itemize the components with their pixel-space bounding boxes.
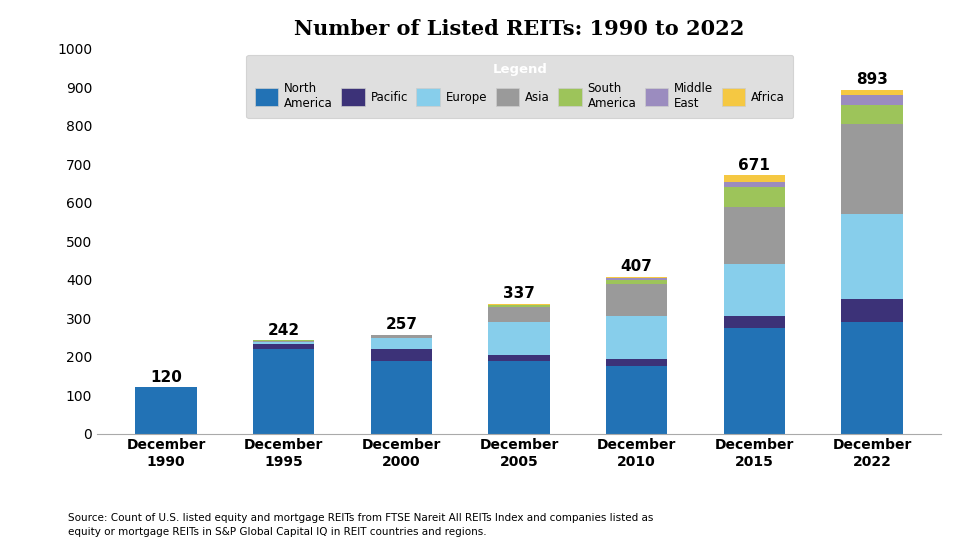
Bar xyxy=(370,361,431,434)
Bar xyxy=(723,328,784,434)
Bar xyxy=(370,350,431,361)
Bar xyxy=(253,344,314,349)
Bar xyxy=(487,307,549,322)
Bar xyxy=(723,188,784,207)
Text: 242: 242 xyxy=(267,323,299,338)
Text: 120: 120 xyxy=(150,370,182,385)
Bar xyxy=(487,305,549,306)
Bar xyxy=(606,278,667,280)
Bar xyxy=(487,322,549,355)
Bar xyxy=(370,335,431,338)
Bar xyxy=(606,359,667,366)
Bar xyxy=(487,306,549,307)
Bar xyxy=(723,182,784,188)
Bar xyxy=(136,388,197,434)
Bar xyxy=(253,340,314,341)
Bar xyxy=(606,277,667,278)
Bar xyxy=(487,355,549,361)
Bar xyxy=(840,214,901,299)
Bar xyxy=(253,349,314,434)
Text: 893: 893 xyxy=(855,72,887,87)
Bar xyxy=(723,207,784,264)
Text: 407: 407 xyxy=(620,259,652,274)
Text: 671: 671 xyxy=(737,158,769,173)
Bar xyxy=(487,304,549,305)
Bar xyxy=(606,366,667,434)
Bar xyxy=(840,95,901,105)
Bar xyxy=(370,338,431,350)
Bar xyxy=(723,176,784,182)
Bar xyxy=(840,322,901,434)
Bar xyxy=(723,264,784,316)
Bar xyxy=(840,124,901,214)
Bar xyxy=(606,316,667,359)
Bar xyxy=(253,341,314,343)
Title: Number of Listed REITs: 1990 to 2022: Number of Listed REITs: 1990 to 2022 xyxy=(294,19,743,39)
Bar xyxy=(840,299,901,322)
Bar xyxy=(840,105,901,124)
Legend: North
America, Pacific, Europe, Asia, South
America, Middle
East, Africa: North America, Pacific, Europe, Asia, So… xyxy=(246,55,793,118)
Bar xyxy=(606,280,667,283)
Text: 337: 337 xyxy=(503,286,534,301)
Bar xyxy=(487,361,549,434)
Bar xyxy=(606,283,667,316)
Bar xyxy=(723,316,784,328)
Text: 257: 257 xyxy=(385,317,417,332)
Text: Source: Count of U.S. listed equity and mortgage REITs from FTSE Nareit All REIT: Source: Count of U.S. listed equity and … xyxy=(68,513,652,537)
Bar xyxy=(840,90,901,95)
Bar xyxy=(253,343,314,344)
